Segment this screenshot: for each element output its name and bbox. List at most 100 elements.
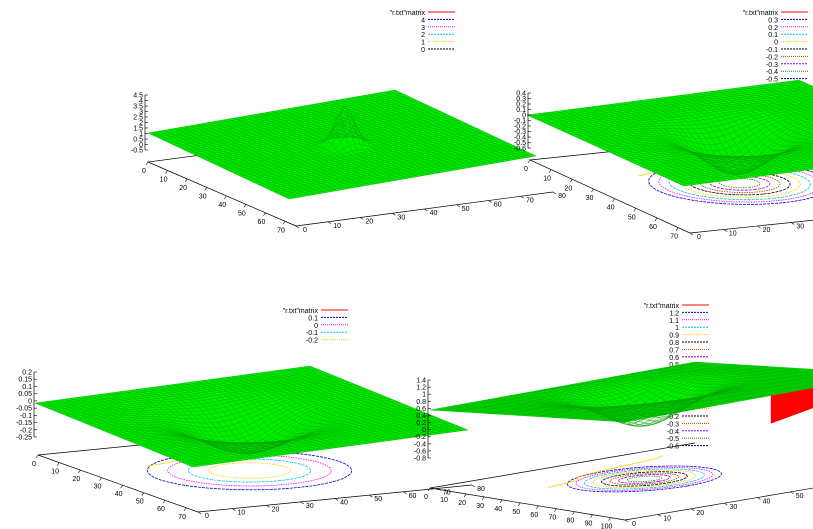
y-tick-label: 20 (696, 510, 704, 517)
contour-line (208, 462, 291, 479)
mesh-line (233, 130, 481, 174)
mesh-line (668, 96, 813, 171)
mesh-line (297, 367, 457, 432)
mesh-line (619, 134, 813, 170)
mesh-line (242, 134, 491, 178)
y-tick-label: 70 (526, 197, 534, 204)
x-tick-label: 10 (440, 497, 448, 504)
legend-level: 0.1 (768, 32, 778, 39)
z-tick-label: -0.2 (414, 434, 426, 441)
x-tick-mark (633, 208, 637, 212)
z-tick-label: 3.5 (133, 104, 143, 111)
mesh-line (579, 382, 775, 419)
x-tick-label: 30 (199, 193, 207, 200)
surface (429, 361, 813, 427)
y-tick-mark (791, 222, 795, 225)
x-tick-label: 30 (586, 195, 594, 202)
y-tick-mark (624, 519, 629, 523)
legend-title: "r.txt"matrix (283, 308, 319, 315)
mesh-line (775, 82, 813, 101)
legend-level: -0.5 (766, 77, 778, 84)
z-tick-label: 0 (139, 142, 143, 149)
z-tick-label: 0.6 (416, 406, 426, 413)
z-tick-label: -0.1 (514, 118, 526, 125)
mesh-line (357, 96, 499, 163)
x-tick-label: 70 (178, 514, 186, 521)
surface-fill (148, 90, 536, 199)
mesh-line (303, 366, 463, 431)
mesh-line (692, 93, 813, 152)
mesh-line (595, 380, 813, 421)
x-tick-label: 30 (94, 484, 102, 491)
mesh-line (739, 87, 813, 122)
x-tick-label: 60 (649, 224, 657, 231)
z-axis: 4.543.532.521.510.50-0.5 (131, 93, 148, 155)
x-tick-label: 0 (32, 461, 36, 468)
mesh-line (389, 90, 531, 158)
mesh-line (722, 89, 813, 135)
x-tick-mark (204, 187, 207, 191)
x-tick-mark (145, 161, 149, 166)
legend-level: -0.5 (667, 436, 679, 443)
x-tick-mark (263, 212, 266, 216)
mesh-line (680, 95, 813, 162)
y-tick-mark (424, 208, 428, 212)
y-tick-mark (689, 232, 694, 236)
legend-level: -0.1 (766, 47, 778, 54)
legend-level: 0.6 (669, 355, 679, 362)
mesh-line (698, 92, 813, 147)
mesh-line (288, 155, 537, 200)
x-tick-mark (572, 511, 575, 515)
z-tick-label: -0.5 (131, 148, 143, 155)
x-tick-label: 40 (607, 205, 615, 212)
contour-line (618, 474, 671, 484)
x-tick-mark (554, 508, 557, 512)
mesh-line (615, 132, 813, 173)
mesh-line (268, 371, 427, 436)
x-tick-label: 50 (136, 499, 144, 506)
surface (526, 79, 813, 187)
z-tick-label: 2.5 (133, 115, 143, 122)
mesh-line (144, 410, 420, 448)
x-tick-mark (162, 500, 166, 504)
mesh-line (273, 148, 521, 192)
mesh-line (656, 153, 813, 174)
y-tick-label: 10 (663, 515, 671, 522)
legend: "r.txt"matrix0.30.20.10-0.1-0.2-0.3-0.4-… (743, 10, 808, 84)
x-tick-mark (527, 159, 531, 164)
y-tick-label: 10 (333, 223, 341, 230)
x-tick-label: 10 (51, 469, 59, 476)
x-tick-label: 80 (567, 518, 575, 525)
panel-top-right: "r.txt"matrix0.30.20.10-0.1-0.2-0.3-0.4-… (514, 10, 813, 241)
mesh-line (280, 369, 439, 435)
mesh-line (249, 137, 497, 181)
mesh-line (246, 135, 494, 180)
mesh-line (631, 373, 813, 385)
mesh-line (351, 97, 494, 164)
legend-level: 0.7 (669, 347, 679, 354)
mesh-line (175, 422, 451, 461)
mesh-line (208, 379, 367, 444)
y-tick-mark (295, 225, 300, 229)
x-tick-mark (184, 178, 188, 183)
legend-level: 3 (421, 25, 425, 32)
mesh-line (214, 378, 373, 444)
y-tick-label: 10 (237, 510, 245, 517)
surface (147, 89, 537, 200)
legend-level: -0.2 (766, 54, 778, 61)
x-tick-mark (165, 170, 168, 174)
mesh-line (612, 129, 813, 174)
z-tick-label: 0 (28, 398, 32, 405)
mesh-line (540, 368, 806, 417)
mesh-line (250, 373, 409, 439)
contour-line (609, 472, 680, 486)
y-tick-mark (360, 217, 364, 220)
contour-line (658, 163, 813, 203)
mesh-line (298, 106, 440, 173)
legend-level: 0.9 (669, 333, 679, 340)
mesh-line (232, 376, 391, 441)
y-tick-mark (403, 491, 407, 494)
z-tick-label: 0.2 (22, 370, 32, 377)
mesh-line (155, 414, 431, 452)
mesh-line (643, 371, 813, 382)
